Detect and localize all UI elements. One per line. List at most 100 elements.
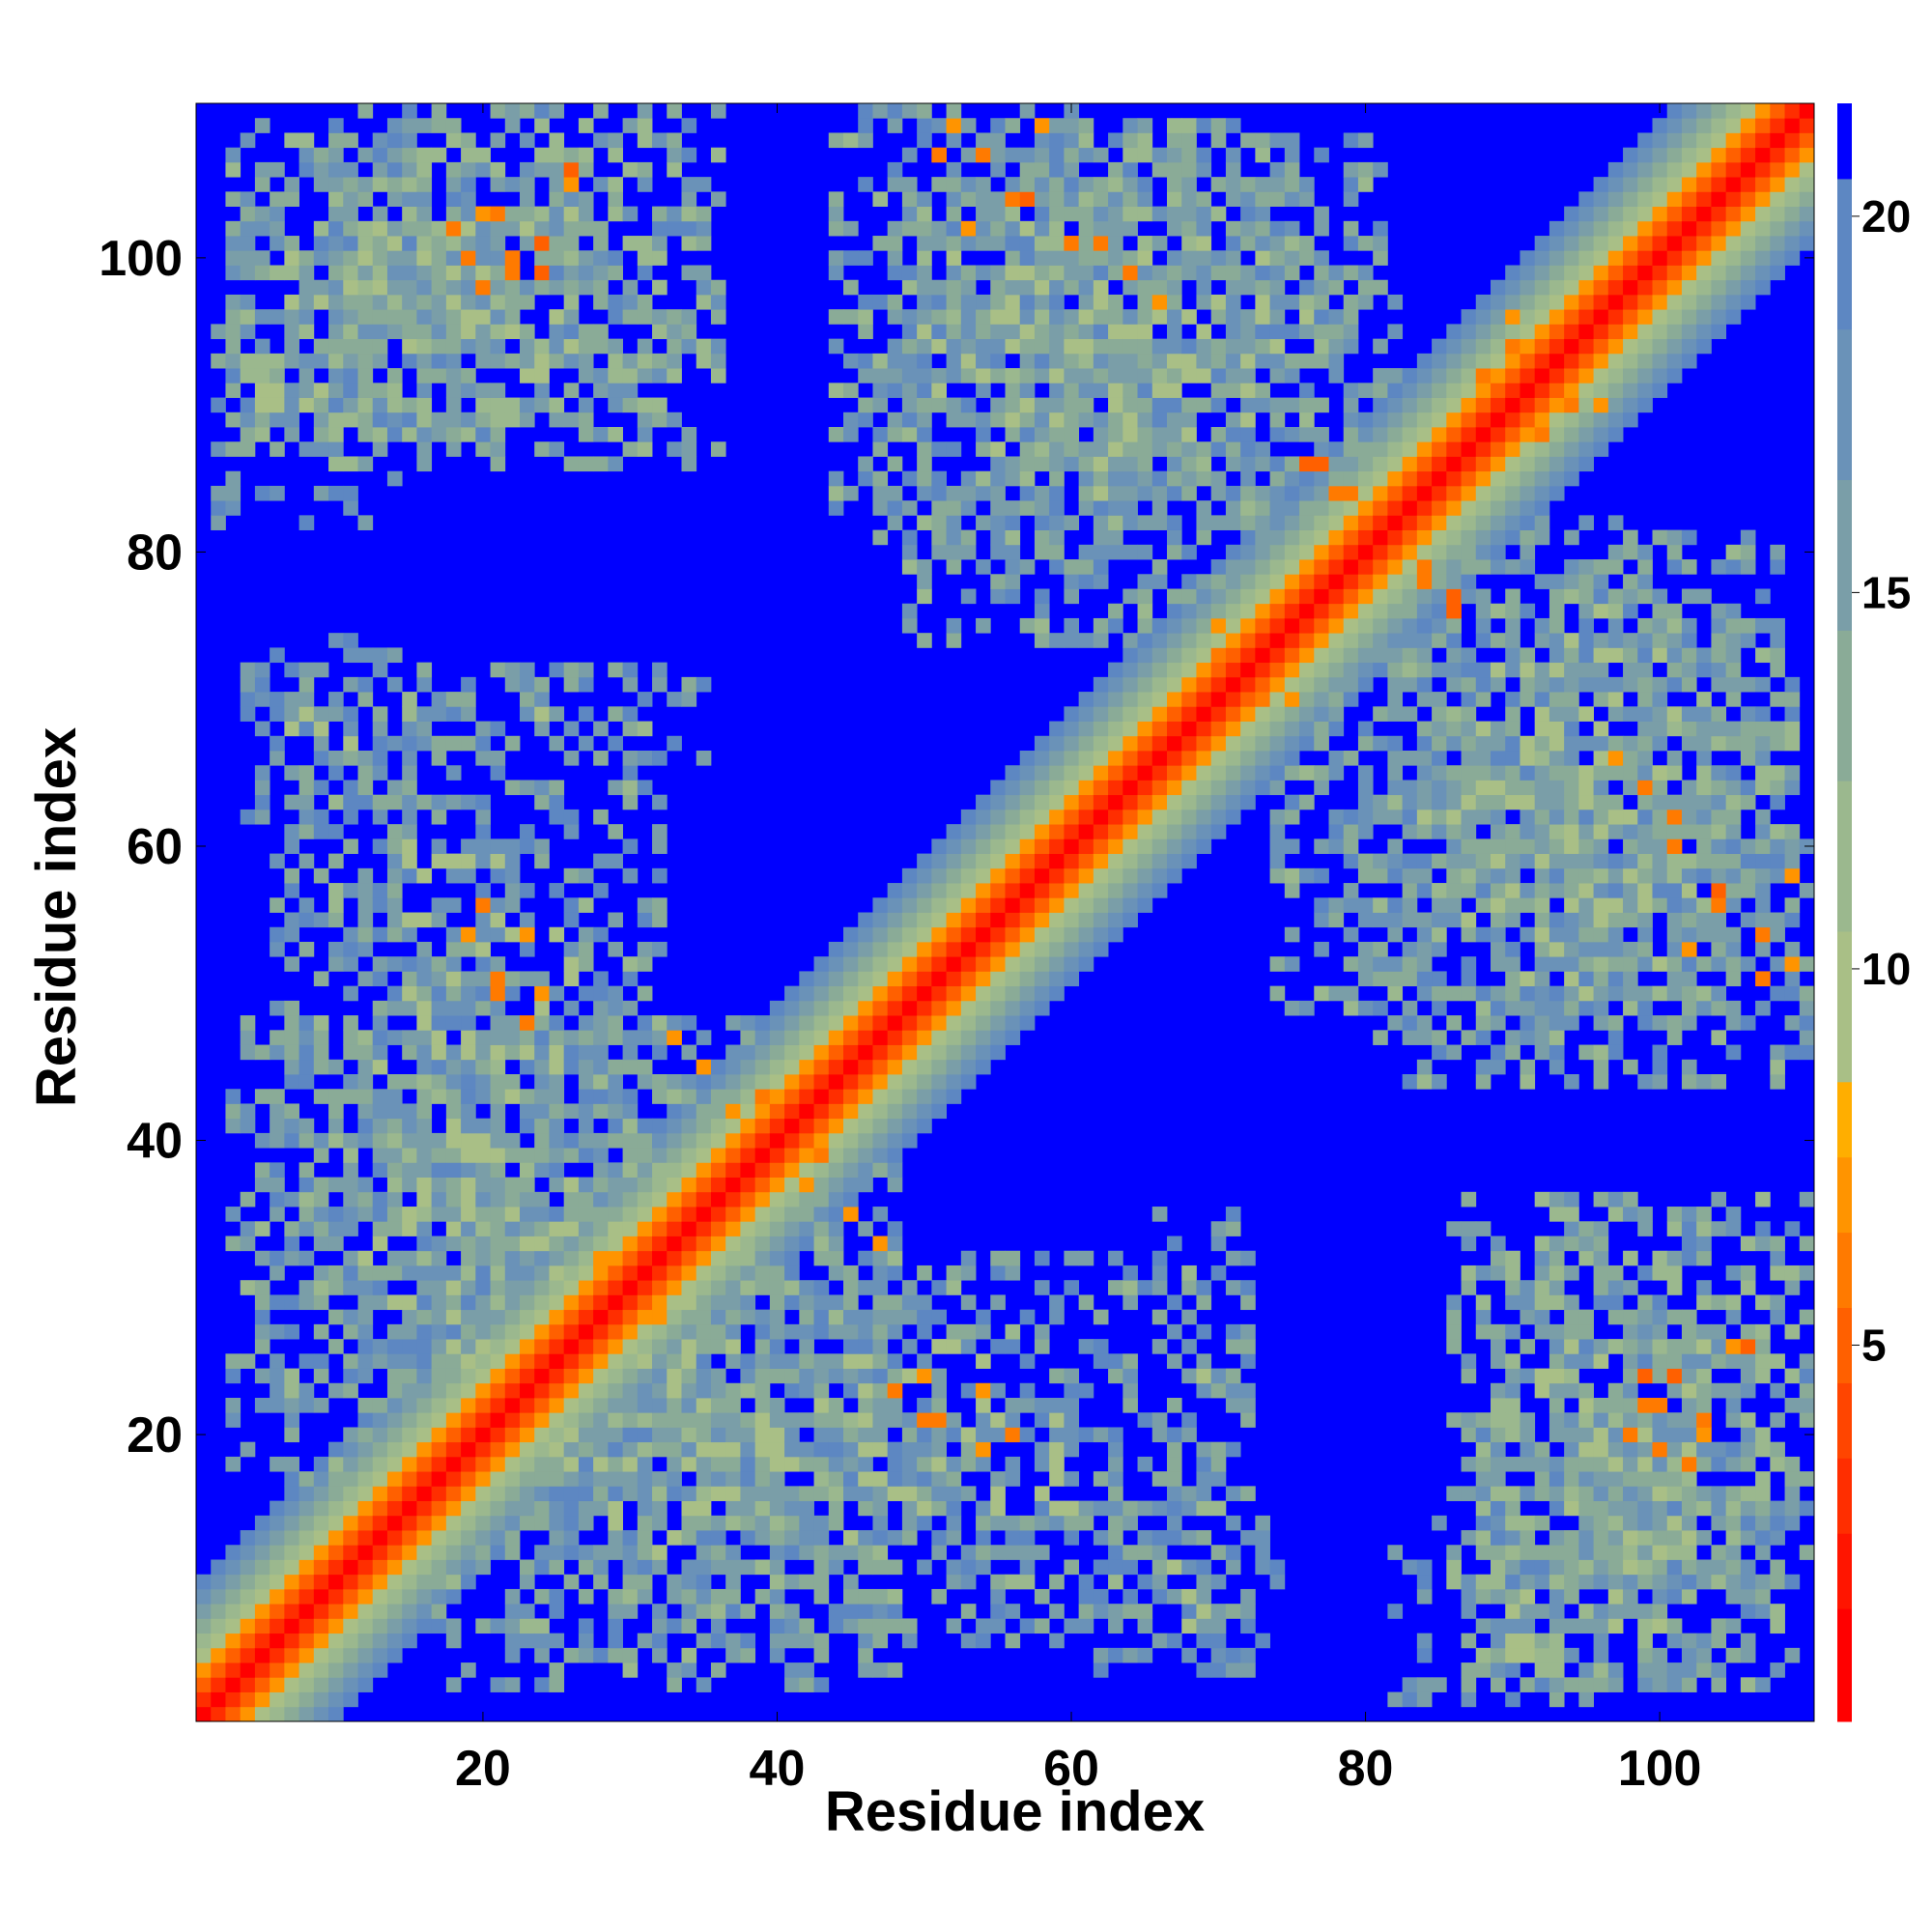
heatmap-cell <box>1122 1398 1138 1413</box>
heatmap-cell <box>578 1191 594 1208</box>
heatmap-cell <box>931 912 947 928</box>
heatmap-cell <box>1167 427 1182 442</box>
heatmap-cell <box>402 1250 417 1266</box>
heatmap-cell <box>1093 1471 1109 1487</box>
heatmap-cell <box>917 1515 932 1531</box>
heatmap-cell <box>1314 397 1329 413</box>
heatmap-cell <box>461 279 476 296</box>
heatmap-cell <box>431 838 447 854</box>
heatmap-cell <box>1387 971 1404 987</box>
heatmap-cell <box>534 1486 550 1501</box>
heatmap-cell <box>1357 633 1374 648</box>
heatmap-cell <box>976 559 991 575</box>
heatmap-cell <box>960 941 977 957</box>
heatmap-cell <box>828 1309 844 1325</box>
heatmap-cell <box>667 338 682 355</box>
heatmap-cell <box>1299 574 1315 589</box>
heatmap-cell <box>475 956 491 972</box>
heatmap-cell <box>1078 206 1094 222</box>
heatmap-cell <box>431 1059 447 1075</box>
heatmap-cell <box>475 1221 491 1236</box>
heatmap-cell <box>1432 383 1447 398</box>
heatmap-cell <box>1402 867 1418 884</box>
heatmap-cell <box>1167 751 1182 766</box>
heatmap-cell <box>1269 838 1286 854</box>
heatmap-cell <box>563 412 580 428</box>
heatmap-cell <box>343 1471 358 1487</box>
heatmap-cell <box>1416 500 1433 516</box>
heatmap-cell <box>343 1353 358 1369</box>
heatmap-cell <box>1343 588 1359 605</box>
heatmap-cell <box>328 1604 344 1619</box>
heatmap-cell <box>372 883 388 898</box>
heatmap-cell <box>549 1044 565 1061</box>
heatmap-cell <box>1432 883 1447 898</box>
heatmap-cell <box>1005 838 1021 854</box>
heatmap-cell <box>1034 456 1050 472</box>
heatmap-cell <box>578 1323 594 1340</box>
heatmap-cell <box>799 1177 814 1193</box>
heatmap-cell <box>1093 780 1109 796</box>
heatmap-cell <box>563 941 580 957</box>
heatmap-cell <box>563 324 580 340</box>
heatmap-cell <box>563 1427 580 1443</box>
heatmap-cell <box>461 294 476 310</box>
heatmap-cell <box>990 1588 1006 1605</box>
heatmap-cell <box>461 1089 476 1104</box>
heatmap-cell <box>976 883 991 898</box>
heatmap-cell <box>534 1015 550 1031</box>
heatmap-cell <box>504 1441 521 1458</box>
heatmap-cell <box>298 1250 315 1266</box>
heatmap-cell <box>1093 706 1109 722</box>
heatmap-cell <box>740 1353 756 1369</box>
heatmap-cell <box>1137 647 1153 664</box>
heatmap-cell <box>504 1471 521 1487</box>
heatmap-cell <box>887 1015 903 1031</box>
heatmap-cell <box>270 412 285 428</box>
heatmap-cell <box>1475 676 1492 693</box>
heatmap-cell <box>887 1177 903 1193</box>
heatmap-cell <box>681 1353 697 1369</box>
heatmap-cell <box>681 1044 697 1061</box>
heatmap-cell <box>1167 279 1182 296</box>
heatmap-cell <box>931 853 947 869</box>
heatmap-cell <box>1475 633 1492 648</box>
heatmap-cell <box>960 1545 977 1560</box>
heatmap-cell <box>1167 721 1182 737</box>
heatmap-cell <box>490 765 506 781</box>
heatmap-cell <box>1475 1456 1492 1472</box>
heatmap-cell <box>402 1000 417 1016</box>
heatmap-cell <box>960 588 977 605</box>
heatmap-cell <box>1357 132 1374 149</box>
heatmap-cell <box>357 1574 374 1590</box>
heatmap-cell <box>1402 588 1418 605</box>
heatmap-cell <box>490 1309 506 1325</box>
heatmap-cell <box>652 324 668 340</box>
heatmap-cell <box>270 1368 285 1384</box>
heatmap-cell <box>593 1236 609 1252</box>
heatmap-cell <box>563 1280 580 1295</box>
heatmap-cell <box>1078 441 1094 457</box>
heatmap-cell <box>710 1162 726 1178</box>
heatmap-cell <box>225 1398 242 1413</box>
heatmap-cell <box>1225 617 1241 634</box>
heatmap-cell <box>343 838 358 854</box>
heatmap-cell <box>1108 1353 1123 1369</box>
heatmap-cell <box>652 132 668 149</box>
heatmap-cell <box>946 309 962 325</box>
heatmap-cell <box>1402 912 1418 928</box>
heatmap-cell <box>254 692 270 707</box>
heatmap-cell <box>976 867 991 884</box>
heatmap-cell <box>461 1574 476 1590</box>
heatmap-cell <box>1005 309 1021 325</box>
heatmap-cell <box>343 191 358 207</box>
heatmap-cell <box>549 324 565 340</box>
heatmap-cell <box>328 279 344 296</box>
heatmap-cell <box>1240 1530 1256 1546</box>
heatmap-cell <box>828 1545 844 1560</box>
heatmap-cell <box>1461 529 1477 546</box>
heatmap-cell <box>1151 617 1168 634</box>
heatmap-cell <box>357 1486 374 1501</box>
heatmap-cell <box>313 971 329 987</box>
heatmap-cell <box>461 1309 476 1325</box>
